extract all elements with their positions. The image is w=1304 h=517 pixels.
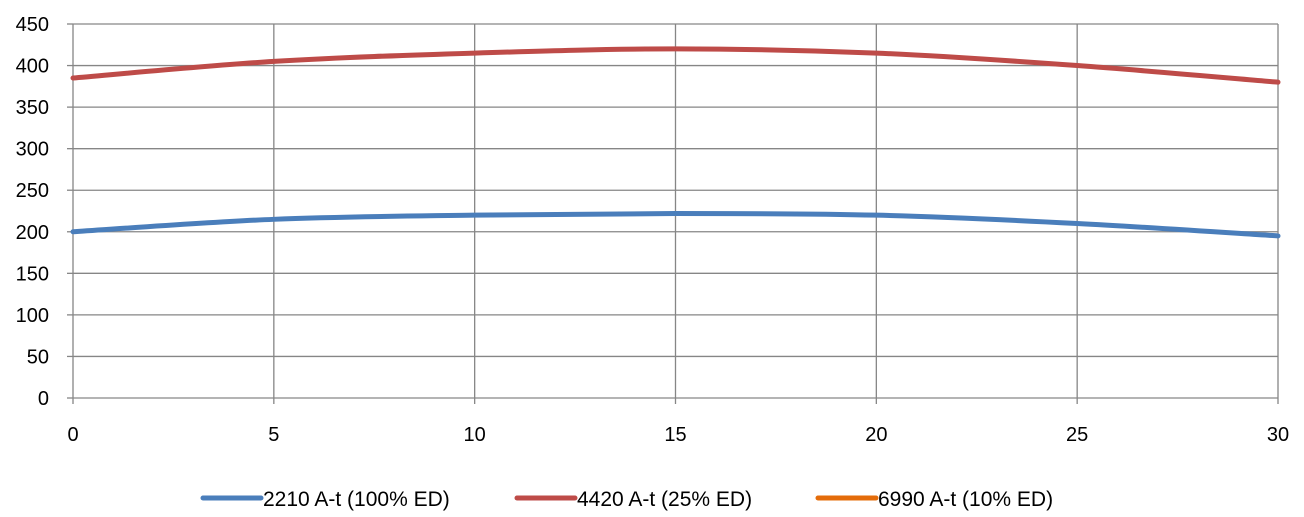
series-lines bbox=[70, 46, 1281, 239]
x-tick-label: 20 bbox=[865, 424, 887, 446]
x-tick-label: 25 bbox=[1066, 424, 1088, 446]
axes bbox=[67, 23, 1279, 404]
legend: 2210 A-t (100% ED) 4420 A-t (25% ED) 6990 … bbox=[200, 488, 1053, 511]
legend-label-2: 4420 A-t (25% ED) bbox=[577, 488, 752, 511]
y-tick-label: 350 bbox=[16, 97, 49, 119]
y-tick-label: 0 bbox=[38, 388, 49, 410]
y-tick-label: 400 bbox=[16, 56, 49, 78]
y-tick-label: 200 bbox=[16, 222, 49, 244]
x-tick-label: 10 bbox=[464, 424, 486, 446]
y-tick-label: 300 bbox=[16, 139, 49, 161]
legend-label-1: 2210 A-t (100% ED) bbox=[263, 488, 450, 511]
tick-labels: 0 50 100 150 200 250 300 350 400 450 0 5 10 15 20 25 30 bbox=[16, 14, 1290, 446]
y-tick-label: 150 bbox=[16, 263, 49, 285]
x-tick-label: 5 bbox=[268, 424, 279, 446]
y-tick-label: 450 bbox=[16, 14, 49, 36]
series-line-2 bbox=[70, 46, 1281, 85]
series-line-1 bbox=[70, 210, 1281, 239]
x-tick-label: 15 bbox=[664, 424, 686, 446]
gridlines bbox=[73, 23, 1279, 398]
legend-label-3: 6990 A-t (10% ED) bbox=[878, 488, 1053, 511]
x-tick-label: 30 bbox=[1267, 424, 1289, 446]
y-tick-label: 100 bbox=[16, 305, 49, 327]
y-tick-label: 250 bbox=[16, 180, 49, 202]
y-tick-label: 50 bbox=[27, 346, 49, 368]
x-tick-label: 0 bbox=[67, 424, 78, 446]
